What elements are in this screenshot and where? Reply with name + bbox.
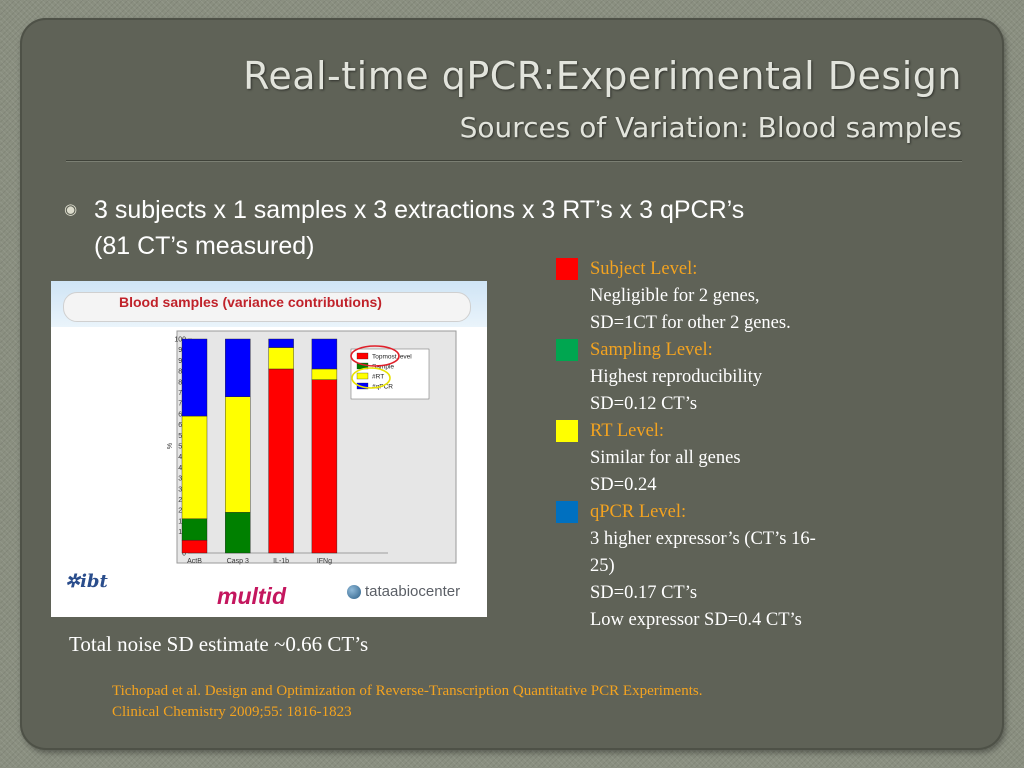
legend-item: qPCR Level: 3 higher expressor’s (CT’s 16… xyxy=(556,499,916,634)
chart-figure: Blood samples (variance contributions) 0… xyxy=(51,281,487,617)
legend-line: Highest reproducibility xyxy=(590,367,763,387)
legend-heading: qPCR Level: xyxy=(590,502,687,522)
legend-item: Subject Level: Negligible for 2 genes, SD=… xyxy=(556,256,916,337)
bullet-text: 3 subjects x 1 samples x 3 extractions x… xyxy=(94,192,914,264)
legend-item: Sampling Level: Highest reproducibility SD… xyxy=(556,337,916,418)
multid-logo: multid xyxy=(217,583,286,609)
stacked-bar-chart: 0510152025303540455055606570758085909510… xyxy=(167,330,457,565)
legend-swatch xyxy=(556,420,578,442)
bar-segment xyxy=(311,368,338,380)
legend-line: Low expressor SD=0.4 CT’s xyxy=(590,610,802,630)
legend-heading: Subject Level: xyxy=(590,259,698,279)
legend-line: SD=0.12 CT’s xyxy=(590,394,698,414)
chart-legend-label: #qPCR xyxy=(372,384,393,391)
legend-line: SD=0.24 xyxy=(590,475,657,495)
y-tick-label: 100 xyxy=(174,337,186,344)
tataa-logo-text: tataabiocenter xyxy=(365,583,461,600)
legend-heading: RT Level: xyxy=(590,421,665,441)
x-tick-label: Casp 3 xyxy=(227,558,249,565)
legend-line: Negligible for 2 genes, xyxy=(590,286,760,306)
noise-estimate: Total noise SD estimate ~0.66 CT’s xyxy=(69,632,369,656)
ibt-logo: ✲ibt xyxy=(65,571,108,592)
bullet-line-2: (81 CT’s measured) xyxy=(94,232,315,260)
tataa-logo-icon xyxy=(347,584,361,599)
chart-legend-label: #RT xyxy=(372,374,384,381)
legend-line: 25) xyxy=(590,556,615,576)
legend-heading: Sampling Level: xyxy=(590,340,713,360)
x-tick-label: IFNg xyxy=(317,558,332,565)
bar-segment xyxy=(268,368,294,554)
legend-line: Similar for all genes xyxy=(590,448,741,468)
slide-subtitle: Sources of Variation: Blood samples xyxy=(459,111,962,144)
chart-legend-swatch xyxy=(356,382,369,390)
bar-segment xyxy=(225,512,251,554)
circle-bullet-icon: ◉ xyxy=(64,200,78,218)
chart-legend-swatch xyxy=(356,372,369,380)
figure-title-box xyxy=(63,292,471,322)
y-tick-label: 0 xyxy=(182,551,186,558)
citation-line-1: Tichopad et al. Design and Optimization … xyxy=(112,683,703,699)
y-axis-label: % xyxy=(167,443,174,449)
bar-segment xyxy=(268,338,294,348)
bar-segment xyxy=(225,396,251,513)
citation-line-2: Clinical Chemistry 2009;55: 1816-1823 xyxy=(112,704,352,720)
bar-segment xyxy=(181,415,208,519)
legend-swatch xyxy=(556,501,578,523)
bar-segment xyxy=(181,539,208,554)
bar-segment xyxy=(268,347,294,370)
x-tick-label: ActB xyxy=(187,558,202,565)
chart-legend-label: Topmost level xyxy=(372,354,412,361)
annotation-red-circle xyxy=(350,345,400,367)
legend-item: RT Level: Similar for all genes SD=0.24 xyxy=(556,418,916,499)
x-tick-label: IL-1b xyxy=(273,558,289,565)
bar-segment xyxy=(311,338,338,370)
legend-line: SD=0.17 CT’s xyxy=(590,583,698,603)
figure-title: Blood samples (variance contributions) xyxy=(119,294,382,310)
level-legend: Subject Level: Negligible for 2 genes, SD=… xyxy=(556,256,916,634)
legend-line: 3 higher expressor’s (CT’s 16- xyxy=(590,529,816,549)
bar-segment xyxy=(311,379,338,554)
chart-legend-label: Sample xyxy=(372,364,394,371)
annotation-yellow-circle xyxy=(351,367,391,389)
legend-swatch xyxy=(556,339,578,361)
bullet-line-1: 3 subjects x 1 samples x 3 extractions x… xyxy=(94,196,745,224)
bar-segment xyxy=(225,338,251,397)
chart-legend-swatch xyxy=(356,352,369,360)
citation: Tichopad et al. Design and Optimization … xyxy=(112,681,912,723)
slide-title: Real-time qPCR:Experimental Design xyxy=(243,54,962,98)
legend-swatch xyxy=(556,258,578,280)
title-divider xyxy=(66,160,962,162)
legend-line: SD=1CT for other 2 genes. xyxy=(590,313,791,333)
bar-segment xyxy=(181,518,208,541)
bar-segment xyxy=(181,338,208,417)
tataa-logo: tataabiocenter xyxy=(347,583,460,600)
